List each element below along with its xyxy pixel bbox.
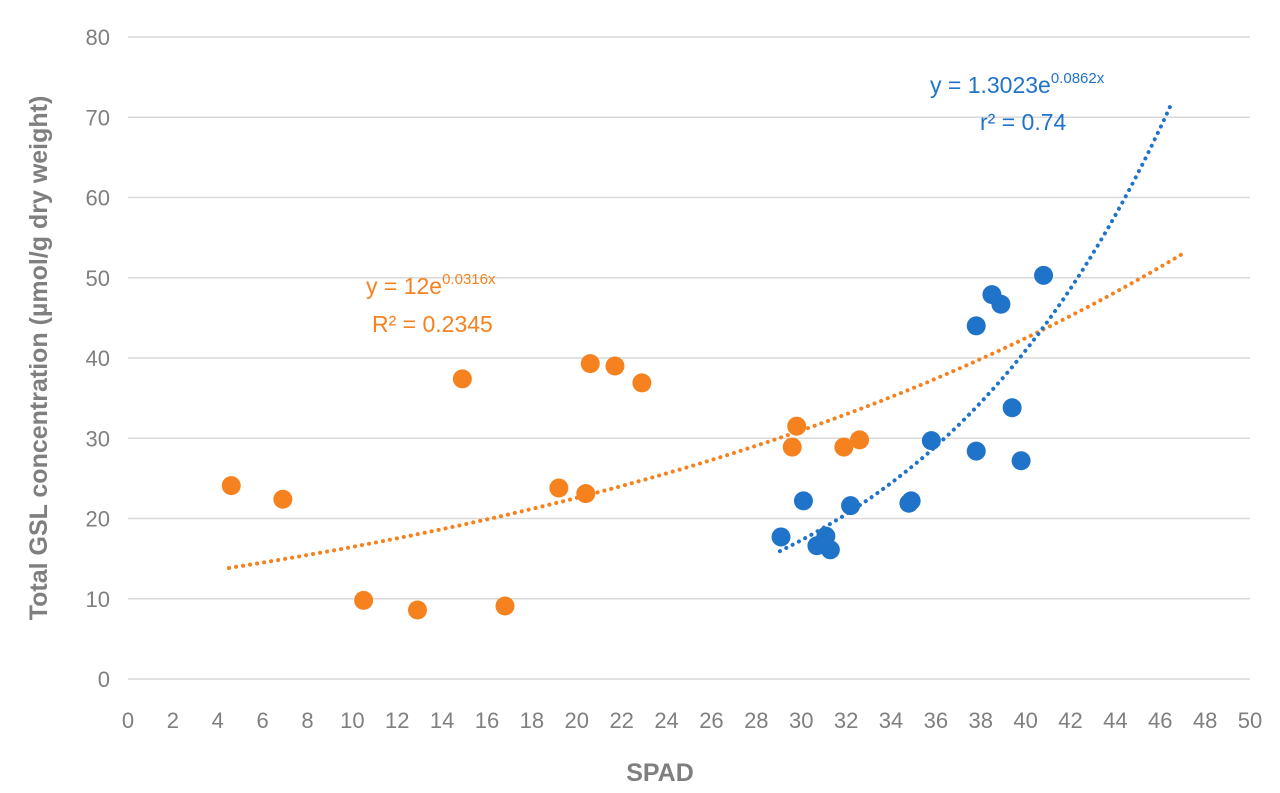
x-axis-ticks: 0 2 4 6 8 10 12 14 16 18 20 22 24 26 28 30 32 34 36 38 40 42 4…: [122, 708, 1262, 733]
x-tick-label: 32: [834, 708, 858, 733]
x-tick-label: 26: [699, 708, 723, 733]
y-tick-label: 60: [86, 186, 110, 211]
x-tick-label: 36: [924, 708, 948, 733]
x-tick-label: 48: [1193, 708, 1217, 733]
blue-data-point: [771, 527, 791, 547]
orange-data-point: [407, 600, 427, 620]
x-tick-label: 0: [122, 708, 134, 733]
orange-data-point: [549, 478, 569, 498]
x-tick-label: 34: [879, 708, 903, 733]
orange-trend-equation: y = 12e0.0316x R² = 0.2345: [366, 271, 496, 337]
y-tick-label: 0: [98, 667, 110, 692]
x-tick-label: 16: [475, 708, 499, 733]
x-tick-label: 42: [1058, 708, 1082, 733]
orange-equation-text: y = 12e: [366, 273, 442, 299]
orange-equation-exponent: 0.0316x: [442, 271, 496, 288]
x-tick-label: 46: [1148, 708, 1172, 733]
x-tick-label: 20: [565, 708, 589, 733]
x-tick-label: 22: [609, 708, 633, 733]
x-tick-label: 6: [257, 708, 269, 733]
blue-equation-exponent: 0.0862x: [1051, 70, 1105, 87]
blue-data-point: [820, 540, 840, 560]
orange-data-point: [495, 596, 515, 616]
orange-trendline: [227, 251, 1185, 570]
y-tick-label: 20: [86, 507, 110, 532]
x-tick-label: 28: [744, 708, 768, 733]
x-tick-label: 10: [340, 708, 364, 733]
y-tick-label: 40: [86, 346, 110, 371]
y-axis-ticks: 0 10 20 30 40 50 60 70 80: [86, 25, 110, 692]
blue-data-point: [1002, 398, 1022, 418]
x-tick-label: 50: [1238, 708, 1262, 733]
x-tick-label: 14: [430, 708, 454, 733]
x-tick-label: 24: [654, 708, 678, 733]
orange-data-point: [834, 437, 854, 457]
gridlines: [128, 36, 1250, 600]
blue-data-point: [1034, 265, 1054, 285]
x-tick-label: 2: [167, 708, 179, 733]
svg-text:y = 12e0.0316x: y = 12e0.0316x: [366, 271, 496, 299]
orange-data-point: [221, 476, 241, 496]
data-points: [221, 265, 1054, 620]
orange-data-point: [576, 484, 596, 504]
orange-data-point: [273, 489, 293, 509]
orange-data-point: [782, 437, 802, 457]
x-axis-label: SPAD: [626, 759, 694, 787]
orange-data-point: [452, 369, 472, 389]
y-tick-label: 30: [86, 426, 110, 451]
blue-data-point: [991, 294, 1011, 314]
orange-r2-text: R² = 0.2345: [372, 311, 493, 337]
blue-data-point: [841, 496, 861, 516]
x-tick-label: 18: [520, 708, 544, 733]
blue-data-point: [966, 316, 986, 336]
x-tick-label: 38: [968, 708, 992, 733]
x-tick-label: 30: [789, 708, 813, 733]
orange-data-point: [605, 356, 625, 376]
y-axis-label: Total GSL concentration (µmol/g dry weig…: [25, 96, 53, 621]
blue-r2-text: r² = 0.74: [980, 109, 1067, 135]
blue-data-point: [901, 491, 921, 511]
blue-equation-text: y = 1.3023e: [930, 72, 1051, 98]
orange-data-point: [354, 590, 374, 610]
blue-trend-equation: y = 1.3023e0.0862x r² = 0.74: [930, 70, 1105, 135]
x-tick-label: 8: [301, 708, 313, 733]
blue-data-point: [921, 431, 941, 451]
trendlines: [227, 101, 1185, 570]
blue-data-point: [793, 491, 813, 511]
orange-data-point: [850, 430, 870, 450]
svg-text:y = 1.3023e0.0862x: y = 1.3023e0.0862x: [930, 70, 1105, 98]
x-tick-label: 4: [212, 708, 224, 733]
y-tick-label: 50: [86, 266, 110, 291]
orange-data-point: [632, 373, 652, 393]
blue-data-point: [1011, 451, 1031, 471]
blue-data-point: [966, 441, 986, 461]
x-tick-label: 44: [1103, 708, 1127, 733]
x-tick-label: 40: [1013, 708, 1037, 733]
y-tick-label: 70: [86, 105, 110, 130]
orange-data-point: [580, 354, 600, 374]
x-tick-label: 12: [385, 708, 409, 733]
y-tick-label: 10: [86, 587, 110, 612]
orange-data-point: [787, 416, 807, 436]
y-tick-label: 80: [86, 25, 110, 50]
